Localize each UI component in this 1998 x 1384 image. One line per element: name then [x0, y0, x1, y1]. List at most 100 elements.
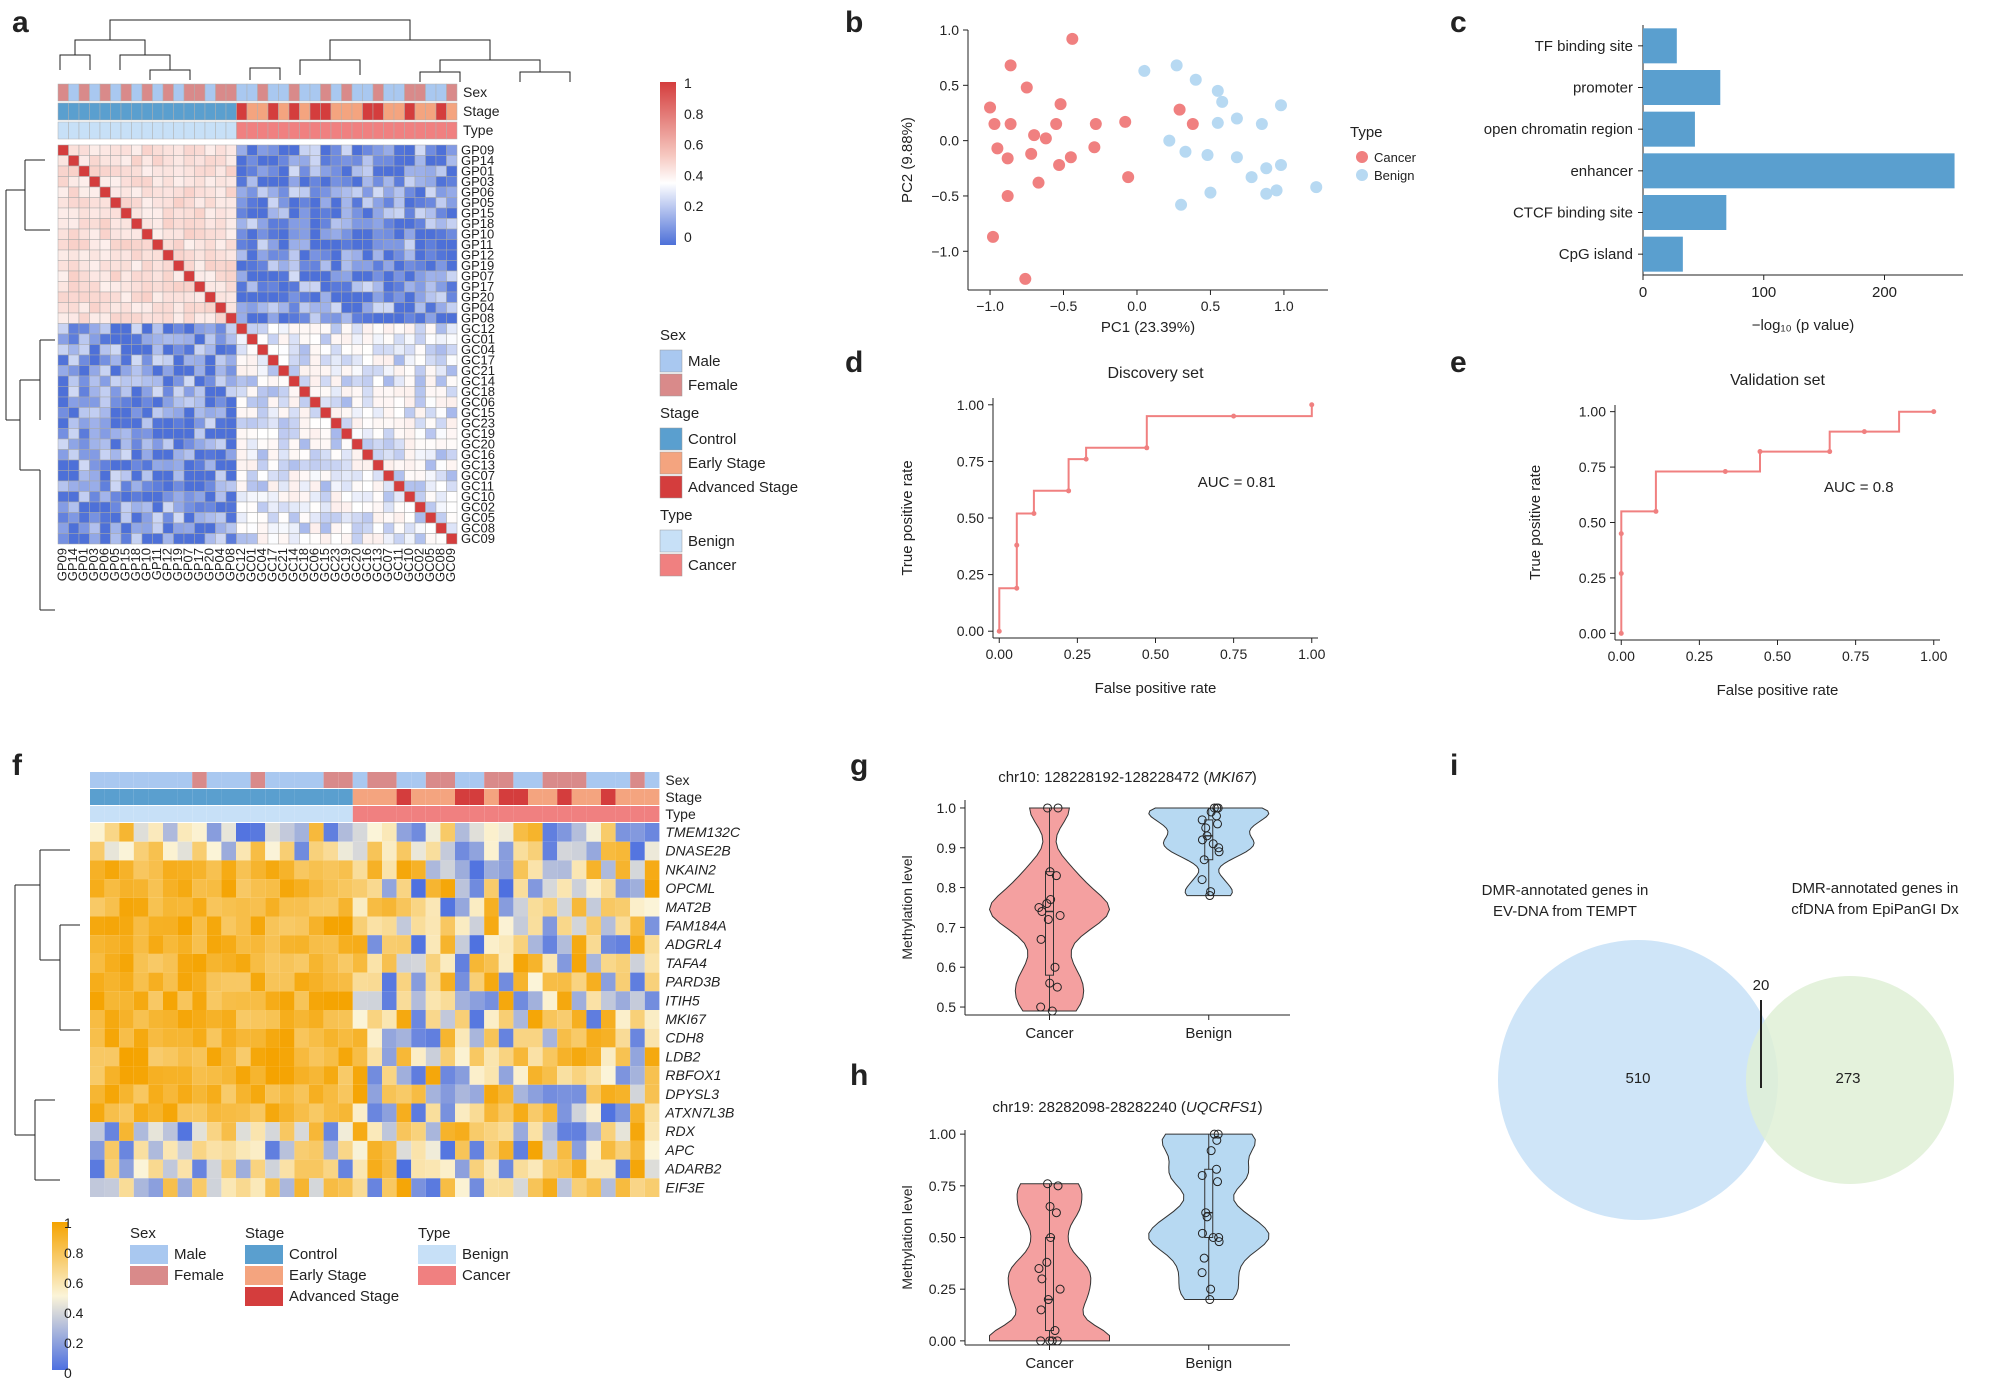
- heatmap-cell: [469, 860, 485, 880]
- heatmap-cell: [383, 386, 395, 398]
- heatmap-cell: [383, 312, 395, 324]
- heatmap-cell: [601, 1010, 616, 1029]
- heatmap-cell: [425, 1140, 441, 1160]
- heatmap-cell: [225, 207, 237, 219]
- heatmap-cell: [320, 417, 332, 429]
- heatmap-cell: [110, 396, 122, 408]
- heatmap-cell: [484, 1047, 499, 1067]
- data-point-cancer: [1088, 141, 1101, 154]
- heatmap-cell: [78, 333, 90, 345]
- heatmap-cell: [498, 972, 514, 992]
- heatmap-cell: [236, 879, 251, 898]
- heatmap-cell: [393, 239, 405, 251]
- heatmap-cell: [299, 228, 311, 240]
- heatmap-cell: [236, 1066, 251, 1085]
- heatmap-cell: [225, 176, 237, 188]
- heatmap-cell: [99, 480, 111, 492]
- heatmap-cell: [68, 480, 80, 492]
- heatmap-cell: [215, 386, 227, 398]
- heatmap-cell: [131, 417, 143, 429]
- heatmap-cell: [383, 323, 395, 335]
- heatmap-cell: [267, 291, 279, 303]
- heatmap-cell: [250, 1140, 266, 1160]
- heatmap-cell: [586, 841, 601, 861]
- heatmap-cell: [236, 207, 248, 219]
- legend-item: Control: [688, 431, 736, 448]
- heatmap-cell: [131, 407, 143, 419]
- heatmap-cell: [309, 228, 321, 240]
- heatmap-cell: [372, 186, 384, 198]
- heatmap-cell: [414, 270, 426, 282]
- heatmap-cell: [148, 1047, 163, 1067]
- heatmap-cell: [435, 522, 447, 534]
- heatmap-cell: [89, 333, 101, 345]
- heatmap-cell: [250, 841, 266, 861]
- heatmap-cell: [446, 428, 458, 440]
- heatmap-cell: [162, 438, 174, 450]
- heatmap-cell: [309, 375, 321, 387]
- heatmap-cell: [141, 522, 153, 534]
- heatmap-cell: [119, 916, 134, 936]
- x-axis-label: PC1 (23.39%): [1101, 319, 1195, 336]
- heatmap-cell: [396, 1047, 412, 1067]
- heatmap-cell: [90, 1140, 105, 1160]
- heatmap-cell: [630, 1028, 645, 1048]
- heatmap-cell: [411, 1010, 426, 1029]
- heatmap-cell: [513, 935, 528, 954]
- heatmap-cell: [440, 916, 455, 936]
- heatmap-cell: [278, 491, 290, 503]
- heatmap-cell: [435, 480, 447, 492]
- heatmap-cell: [323, 1047, 339, 1067]
- x-tick-label: 0.50: [1142, 646, 1169, 662]
- heatmap-cell: [141, 470, 153, 482]
- heatmap-cell: [615, 879, 631, 898]
- heatmap-cell: [351, 459, 363, 471]
- heatmap-cell: [440, 1103, 455, 1123]
- heatmap-cell: [362, 302, 374, 314]
- heatmap-cell: [528, 1084, 543, 1104]
- heatmap-cell: [120, 270, 132, 282]
- heatmap-cell: [404, 533, 416, 545]
- heatmap-cell: [435, 512, 447, 524]
- heatmap-cell: [120, 155, 132, 167]
- heatmap-cell: [288, 344, 300, 356]
- annotation-cell: [279, 772, 295, 788]
- heatmap-cell: [498, 1047, 514, 1067]
- heatmap-cell: [309, 533, 321, 545]
- data-point: [1205, 1295, 1215, 1305]
- heatmap-cell: [267, 228, 279, 240]
- heatmap-cell: [372, 144, 384, 156]
- heatmap-cell: [586, 1122, 601, 1141]
- heatmap-cell: [542, 860, 558, 880]
- heatmap-cell: [177, 953, 193, 973]
- heatmap-cell: [68, 239, 80, 251]
- heatmap-cell: [330, 218, 342, 230]
- heatmap-cell: [338, 1159, 353, 1179]
- annotation-cell: [528, 806, 543, 822]
- data-point: [1214, 1233, 1224, 1242]
- roc-point: [1014, 542, 1020, 548]
- heatmap-cell: [120, 312, 132, 324]
- heatmap-cell: [162, 197, 174, 209]
- y-axis-label: Methylation level: [899, 1185, 915, 1289]
- heatmap-cell: [215, 501, 227, 513]
- heatmap-cell: [372, 197, 384, 209]
- heatmap-cell: [131, 428, 143, 440]
- heatmap-cell: [192, 916, 207, 936]
- heatmap-cell: [141, 281, 153, 293]
- heatmap-cell: [257, 312, 269, 324]
- heatmap-cell: [68, 533, 80, 545]
- heatmap-cell: [148, 972, 163, 992]
- heatmap-cell: [630, 916, 645, 936]
- heatmap-cell: [382, 916, 397, 936]
- heatmap-cell: [152, 186, 164, 198]
- heatmap-cell: [414, 312, 426, 324]
- heatmap-cell: [278, 449, 290, 461]
- heatmap-cell: [455, 935, 470, 954]
- annotation-cell: [372, 83, 384, 102]
- heatmap-cell: [351, 281, 363, 293]
- heatmap-cell: [352, 823, 368, 842]
- heatmap-cell: [221, 935, 236, 954]
- heatmap-cell: [320, 428, 332, 440]
